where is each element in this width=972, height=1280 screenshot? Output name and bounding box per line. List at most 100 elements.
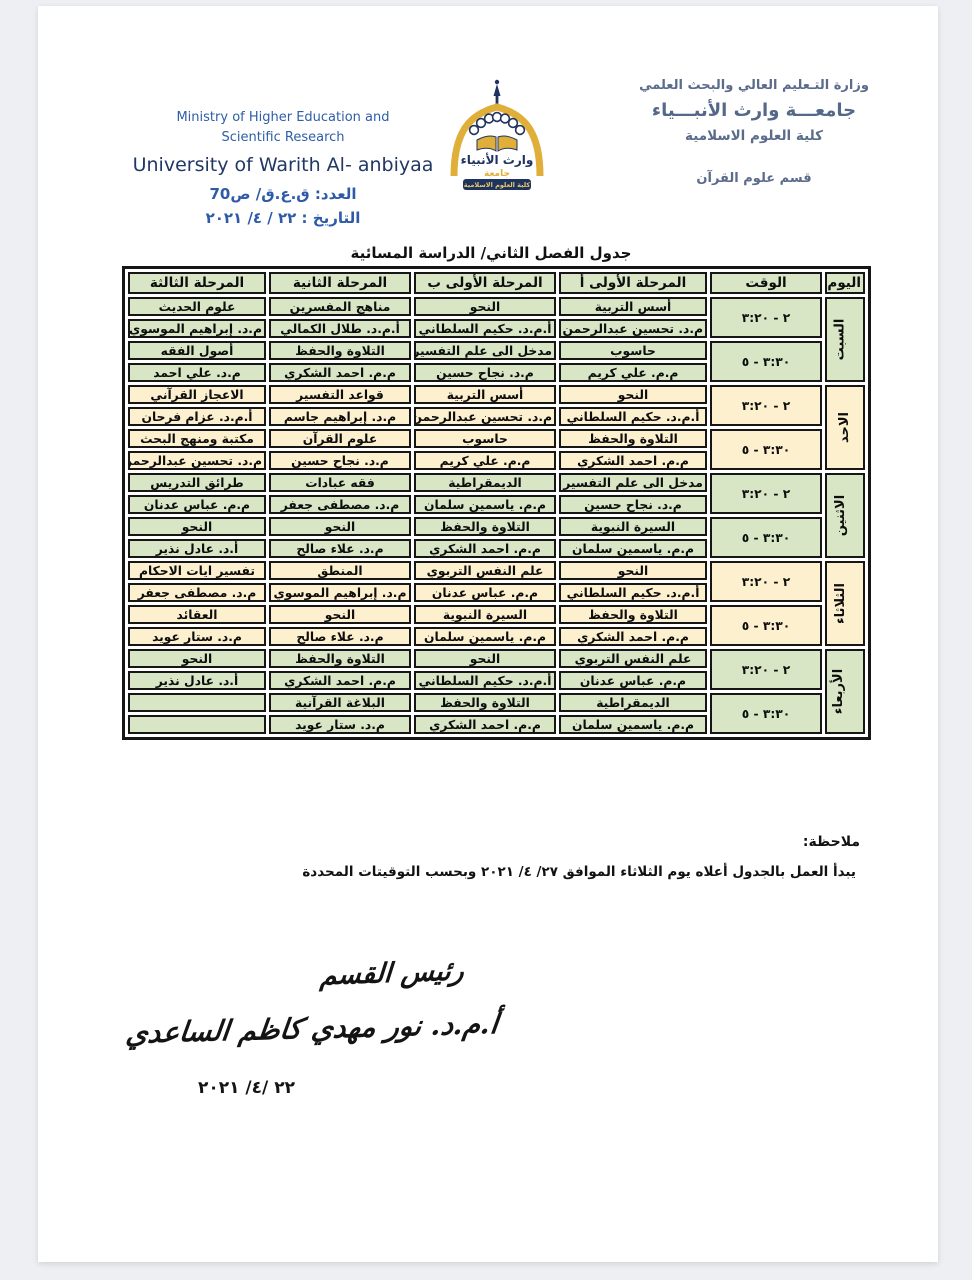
time-cell: ٣:٣٠ - ٥ xyxy=(710,429,822,470)
table-row: م.د. تحسين عبدالرحمن أ.م.د. حكيم السلطاني… xyxy=(128,319,865,338)
subject-cell: النحو xyxy=(128,517,266,536)
signature-name: أ.م.د. نور مهدي كاظم الساعدي xyxy=(124,1007,500,1050)
day-cell: السبت xyxy=(825,297,865,382)
subject-cell: علوم الحديث xyxy=(128,297,266,316)
day-label: الاحد xyxy=(837,411,853,444)
subject-cell: النحو xyxy=(559,561,707,580)
teacher-cell: م.د. ستار عويد xyxy=(128,627,266,646)
teacher-cell: م.م. ياسمين سلمان xyxy=(414,627,556,646)
teacher-cell: م.م. احمد الشكري xyxy=(269,363,411,382)
subject-cell: التلاوة والحفظ xyxy=(269,341,411,360)
header-row: اليوم الوقت المرحلة الأولى أ المرحلة الأ… xyxy=(128,272,865,294)
subject-cell: أصول الفقه xyxy=(128,341,266,360)
day-label: السبت xyxy=(832,318,848,361)
university-name-ar: جامعـــة وارث الأنبـــياء xyxy=(651,100,857,121)
subject-cell: تفسير ايات الاحكام xyxy=(128,561,266,580)
teacher-cell: م.م. ياسمين سلمان xyxy=(414,495,556,514)
time-cell: ٢ - ٣:٢٠ xyxy=(710,561,822,602)
logo-word-text: جامعة xyxy=(484,169,510,179)
column-header-stage3: المرحلة الثالثة xyxy=(128,272,266,294)
table-row: أ.م.د. حكيم السلطاني م.م. عباس عدنان م.د. … xyxy=(128,583,865,602)
subject-cell: النحو xyxy=(414,297,556,316)
subject-cell: الاعجاز القرآني xyxy=(128,385,266,404)
teacher-cell: م.م. ياسمين سلمان xyxy=(559,715,707,734)
teacher-cell: م.د. تحسين عبدالرحمن xyxy=(128,451,266,470)
subject-cell: السيرة النبوية xyxy=(414,605,556,624)
teacher-cell: م.م. احمد الشكري xyxy=(559,627,707,646)
subject-cell: التلاوة والحفظ xyxy=(559,429,707,448)
teacher-cell: م.د. إبراهيم الموسوي xyxy=(128,319,266,338)
teacher-cell xyxy=(128,715,266,734)
table-row: م.د. نجاح حسين م.م. ياسمين سلمان م.د. مصطف… xyxy=(128,495,865,514)
note-label: ملاحظة: xyxy=(802,834,860,850)
letterhead-arabic: وزارة التـعليم العالي والبحث العلمي جامع… xyxy=(594,76,914,188)
table-row: م.م. احمد الشكري م.م. علي كريم م.د. نجاح ح… xyxy=(128,451,865,470)
teacher-cell: أ.د. عادل نذير xyxy=(128,539,266,558)
table-row: الأربعاء ٢ - ٣:٢٠ علم النفس التربوي النحو ال… xyxy=(128,649,865,734)
subject-cell: مدخل الى علم التفسير xyxy=(559,473,707,492)
teacher-cell: م.د. تحسين عبدالرحمن xyxy=(559,319,707,338)
teacher-cell: م.د. مصطفى جعفر xyxy=(269,495,411,514)
schedule-table: اليوم الوقت المرحلة الأولى أ المرحلة الأ… xyxy=(122,266,871,740)
signature-title: رئيس القسم xyxy=(318,955,466,992)
teacher-cell: م.د. علاء صالح xyxy=(269,539,411,558)
table-row: ٣:٣٠ - ٥ التلاوة والحفظ السيرة النبوية النح… xyxy=(128,605,865,646)
subject-cell: التلاوة والحفظ xyxy=(414,517,556,536)
university-logo: وارث الأنبياء جامعة كلية العلوم الاسلامي… xyxy=(437,78,557,200)
teacher-cell: م.د. نجاح حسين xyxy=(414,363,556,382)
subject-cell: علم النفس التربوي xyxy=(559,649,707,668)
teacher-cell: أ.م.د. حكيم السلطاني xyxy=(414,671,556,690)
document-number: العدد: ق.ع.ق/ ص70 xyxy=(209,185,357,203)
table-row: الثلاثاء ٢ - ٣:٢٠ النحو علم النفس التربوي ال… xyxy=(128,561,865,646)
subject-cell: العقائد xyxy=(128,605,266,624)
table-row: م.م. ياسمين سلمان م.م. احمد الشكري م.د. عل… xyxy=(128,539,865,558)
teacher-cell: م.م. احمد الشكري xyxy=(559,451,707,470)
table-row: الاثنين ٢ - ٣:٢٠ مدخل الى علم التفسير الديم… xyxy=(128,473,865,558)
column-header-day: اليوم xyxy=(825,272,865,294)
letterhead-english: Ministry of Higher Education and Scienti… xyxy=(98,108,468,230)
day-label: الاثنين xyxy=(832,494,848,537)
teacher-cell: أ.م.د. حكيم السلطاني xyxy=(559,583,707,602)
teacher-cell: م.د. ستار عويد xyxy=(269,715,411,734)
subject-cell xyxy=(128,693,266,712)
table-row: ٣:٣٠ - ٥ السيرة النبوية التلاوة والحفظ النح… xyxy=(128,517,865,558)
day-cell: الثلاثاء xyxy=(825,561,865,646)
column-header-time: الوقت xyxy=(710,272,822,294)
table-row: م.م. علي كريم م.د. نجاح حسين م.م. احمد الش… xyxy=(128,363,865,382)
teacher-cell: م.م. ياسمين سلمان xyxy=(559,539,707,558)
college-name-ar: كلية العلوم الاسلامية xyxy=(685,128,823,144)
subject-cell: طرائق التدريس xyxy=(128,473,266,492)
teacher-cell: أ.م.د. حكيم السلطاني xyxy=(559,407,707,426)
department-name-ar: قسم علوم القرآن xyxy=(696,171,812,186)
university-name-en: University of Warith Al- anbiyaa xyxy=(132,154,434,176)
schedule-title: جدول الفصل الثاني/ الدراسة المسائية xyxy=(350,244,632,262)
subject-cell: النحو xyxy=(269,517,411,536)
subject-cell: الديمقراطية xyxy=(559,693,707,712)
teacher-cell: م.م. عباس عدنان xyxy=(559,671,707,690)
teacher-cell: أ.د. عادل نذير xyxy=(128,671,266,690)
day-label: الأربعاء xyxy=(830,668,846,715)
document-date: التاريخ : ٢٢ / ٤/ ٢٠٢١ xyxy=(205,209,361,227)
subject-cell: أسس التربية xyxy=(559,297,707,316)
table-row: الاحد ٢ - ٣:٢٠ النحو أسس التربية قواعد التفس… xyxy=(128,385,865,470)
table-row: ٣:٣٠ - ٥ التلاوة والحفظ حاسوب علوم القرآن مك… xyxy=(128,429,865,470)
subject-cell: علم النفس التربوي xyxy=(414,561,556,580)
logo-banner-text: كلية العلوم الاسلامية xyxy=(464,181,531,189)
teacher-cell: م.د. مصطفى جعفر xyxy=(128,583,266,602)
teacher-cell: م.م. عباس عدنان xyxy=(128,495,266,514)
schedule-table-body: السبت ٢ - ٣:٢٠ أسس التربية النحو مناهج المفس… xyxy=(128,297,865,734)
time-cell: ٢ - ٣:٢٠ xyxy=(710,385,822,426)
teacher-cell: م.م. عباس عدنان xyxy=(414,583,556,602)
table-row: م.م. عباس عدنان أ.م.د. حكيم السلطاني م.م. … xyxy=(128,671,865,690)
day-cell: الأربعاء xyxy=(825,649,865,734)
university-logo-emblem: وارث الأنبياء جامعة كلية العلوم الاسلامي… xyxy=(450,79,544,190)
subject-cell: النحو xyxy=(414,649,556,668)
subject-cell: المنطق xyxy=(269,561,411,580)
time-cell: ٢ - ٣:٢٠ xyxy=(710,473,822,514)
teacher-cell: م.م. احمد الشكري xyxy=(269,671,411,690)
ministry-name-ar: وزارة التـعليم العالي والبحث العلمي xyxy=(639,78,869,93)
subject-cell: حاسوب xyxy=(414,429,556,448)
time-cell: ٣:٣٠ - ٥ xyxy=(710,605,822,646)
subject-cell: مكتبة ومنهج البحث xyxy=(128,429,266,448)
table-row: م.م. ياسمين سلمان م.م. احمد الشكري م.د. ست… xyxy=(128,715,865,734)
